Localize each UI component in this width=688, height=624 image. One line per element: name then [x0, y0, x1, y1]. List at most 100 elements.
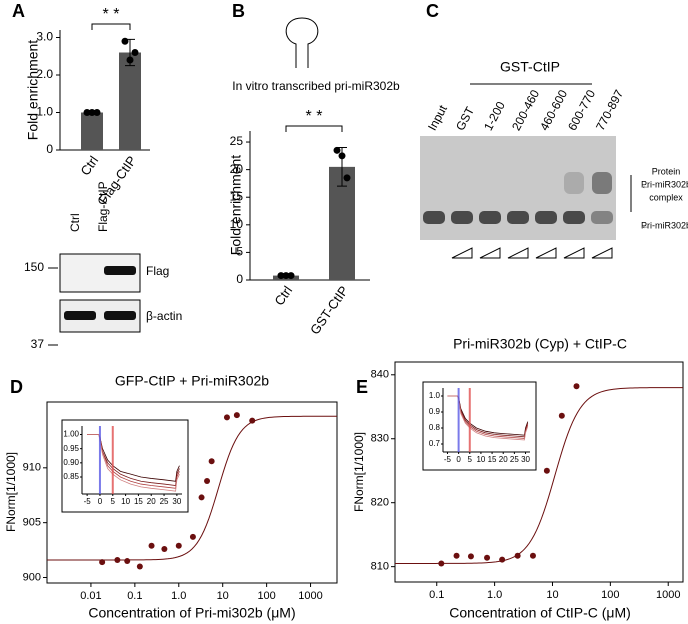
- x-tick-label: 10: [476, 455, 485, 464]
- y-tick-label: 0.8: [429, 423, 441, 432]
- y-tick-label: 1.00: [63, 430, 79, 439]
- hairpin: [285, 17, 319, 68]
- x-tick-label: GST-CtIP: [307, 283, 351, 337]
- y-tick-label: 10: [230, 217, 244, 231]
- blot-band: [64, 311, 96, 320]
- data-point: [189, 533, 196, 540]
- triangle: [507, 247, 529, 259]
- data-point: [282, 272, 290, 280]
- x-tick-label: 1.0: [487, 589, 502, 601]
- blot-row-label: Flag: [146, 264, 169, 278]
- x-tick-label: 5: [111, 497, 116, 506]
- data-point: [148, 542, 155, 549]
- significance: * *: [103, 6, 120, 23]
- data-point: [287, 272, 295, 280]
- plot-frame: [46, 401, 338, 584]
- x-tick-label: -5: [84, 497, 92, 506]
- data-point: [438, 560, 445, 567]
- y-axis-label: Fold enrichment: [25, 40, 41, 140]
- triangle: [591, 247, 613, 259]
- y-tick-label: 25: [230, 134, 244, 148]
- data-point: [484, 554, 491, 561]
- data-point: [333, 146, 341, 154]
- y-tick-label: 2.0: [36, 67, 53, 81]
- data-point: [124, 558, 131, 565]
- x-axis-label: Concentration of Pri-mi302b (μM): [88, 605, 295, 621]
- chart-title: GFP-CtIP + Pri-miR302b: [115, 373, 269, 389]
- y-tick-label: 840: [371, 369, 389, 381]
- data-point: [558, 412, 565, 419]
- data-point: [204, 477, 211, 484]
- y-tick-label: 910: [23, 462, 41, 474]
- gel-band: [507, 211, 529, 224]
- data-point: [121, 37, 129, 45]
- y-tick-label: 0.90: [63, 458, 79, 467]
- gel-label: Pri-miR302b: [641, 179, 688, 189]
- y-tick-label: 0.95: [63, 444, 79, 453]
- triangle: [535, 247, 557, 259]
- data-point: [93, 109, 101, 116]
- panel-label: C: [426, 1, 439, 21]
- panel-label: E: [356, 377, 368, 397]
- blot-row-label: β-actin: [146, 309, 182, 323]
- arrow: ←: [641, 180, 650, 190]
- y-tick-label: 0: [46, 142, 53, 156]
- x-tick-label: 1000: [656, 589, 680, 601]
- panel-label: A: [12, 1, 25, 21]
- x-tick-label: 15: [134, 497, 143, 506]
- bar: [119, 52, 141, 150]
- y-tick-label: 820: [371, 497, 389, 509]
- y-tick-label: 15: [230, 189, 244, 203]
- y-tick-label: 830: [371, 433, 389, 445]
- significance: * *: [306, 108, 323, 125]
- data-point: [223, 414, 230, 421]
- lane-label: Flag-CtIP: [96, 181, 110, 232]
- plot-frame: [394, 361, 684, 583]
- data-point: [249, 417, 256, 424]
- panel-label: B: [232, 1, 245, 21]
- gel-label: Pri-miR302b: [641, 220, 688, 230]
- x-tick-label: 10: [217, 590, 229, 602]
- chart-title: Pri-miR302b (Cyp) + CtIP-C: [453, 336, 627, 352]
- arrow: ←: [641, 220, 650, 230]
- x-tick-label: 0.01: [80, 590, 101, 602]
- mw-marker: 37: [31, 337, 45, 351]
- y-tick-label: 20: [230, 162, 244, 176]
- data-point: [126, 56, 134, 64]
- y-tick-label: 0: [236, 272, 243, 286]
- data-point: [208, 458, 215, 465]
- x-axis-label: Concentration of CtIP-C (μM): [449, 605, 631, 621]
- data-point: [529, 552, 536, 559]
- data-point: [338, 152, 346, 160]
- y-axis-label: FNorm[1/1000]: [352, 432, 366, 512]
- x-tick-label: 30: [172, 497, 181, 506]
- gel: [420, 136, 616, 240]
- data-point: [175, 542, 182, 549]
- triangle: [451, 247, 473, 259]
- triangle: [479, 247, 501, 259]
- bar: [81, 112, 103, 150]
- y-tick-label: 900: [23, 571, 41, 583]
- blot-band: [104, 311, 136, 320]
- inset-frame: [61, 419, 189, 513]
- data-point: [88, 109, 96, 116]
- x-tick-label: 20: [147, 497, 156, 506]
- blot-band: [104, 266, 136, 275]
- data-point: [161, 545, 168, 552]
- gel-band: [592, 172, 612, 194]
- fit-curve: [47, 415, 338, 561]
- triangle: [563, 247, 585, 259]
- y-tick-label: 1.0: [429, 391, 441, 400]
- x-tick-label: 1000: [298, 590, 322, 602]
- data-point: [277, 272, 285, 280]
- data-point: [83, 109, 91, 116]
- y-axis-label: FNorm[1/1000]: [4, 452, 18, 532]
- x-tick-label: 0.1: [127, 590, 142, 602]
- gel-label: Protein: [652, 166, 681, 176]
- data-point: [467, 553, 474, 560]
- x-tick-label: 0: [98, 497, 103, 506]
- inset-frame: [422, 381, 537, 471]
- data-point: [99, 559, 106, 566]
- x-tick-label: Ctrl: [77, 153, 101, 178]
- x-tick-label: 30: [521, 455, 530, 464]
